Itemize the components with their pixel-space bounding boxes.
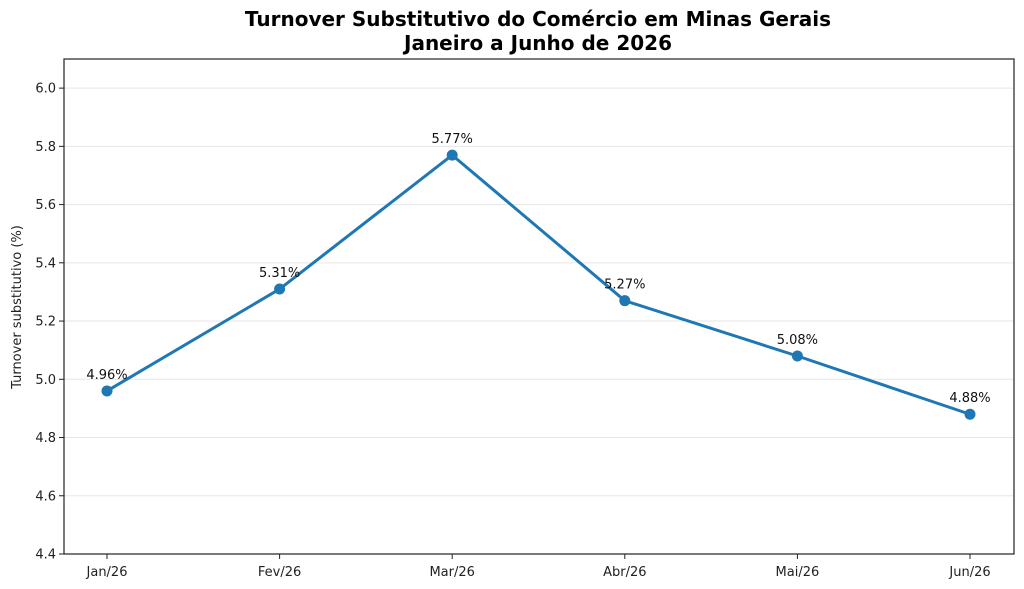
x-axis-ticks: Jan/26 Fev/26 Mar/26 Abr/26 Mai/26 Jun/26 [86,554,991,580]
y-tick-label: 4.4 [35,548,56,563]
y-tick-label: 5.2 [35,315,56,330]
data-label: 5.31% [259,266,300,281]
data-point [446,149,458,161]
x-tick-label: Fev/26 [258,565,301,580]
grid [64,87,1014,555]
y-tick-label: 5.4 [35,256,56,271]
y-tick-label: 5.8 [35,140,56,155]
x-tick-label: Abr/26 [603,565,646,580]
data-point [791,350,803,362]
y-tick-label: 5.6 [35,198,56,213]
data-point [964,408,976,420]
data-point [274,283,286,295]
chart-title-line-2: Janeiro a Junho de 2026 [402,31,672,55]
x-tick-label: Jun/26 [948,565,990,580]
data-label: 4.96% [86,368,127,383]
data-point [619,295,631,307]
y-tick-label: 4.8 [35,431,56,446]
x-tick-label: Mar/26 [429,565,474,580]
data-labels: 4.96% 5.31% 5.77% 5.27% 5.08% 4.88% [86,132,990,406]
y-tick-label: 6.0 [35,82,56,97]
data-point [101,385,113,397]
chart-title-line-1: Turnover Substitutivo do Comércio em Min… [245,7,831,31]
data-label: 5.27% [604,278,645,293]
x-tick-label: Mai/26 [776,565,820,580]
data-label: 5.08% [777,333,818,348]
data-label: 5.77% [432,132,473,147]
y-axis-label: Turnover substitutivo (%) [10,225,25,390]
x-tick-label: Jan/26 [86,565,128,580]
series [101,149,976,420]
data-label: 4.88% [949,391,990,406]
y-axis-ticks: 4.4 4.6 4.8 5.0 5.2 5.4 5.6 5.8 6.0 [35,82,64,563]
series-line [105,153,972,416]
y-tick-label: 5.0 [35,373,56,388]
y-tick-label: 4.6 [35,489,56,504]
plot-frame [63,58,1015,555]
